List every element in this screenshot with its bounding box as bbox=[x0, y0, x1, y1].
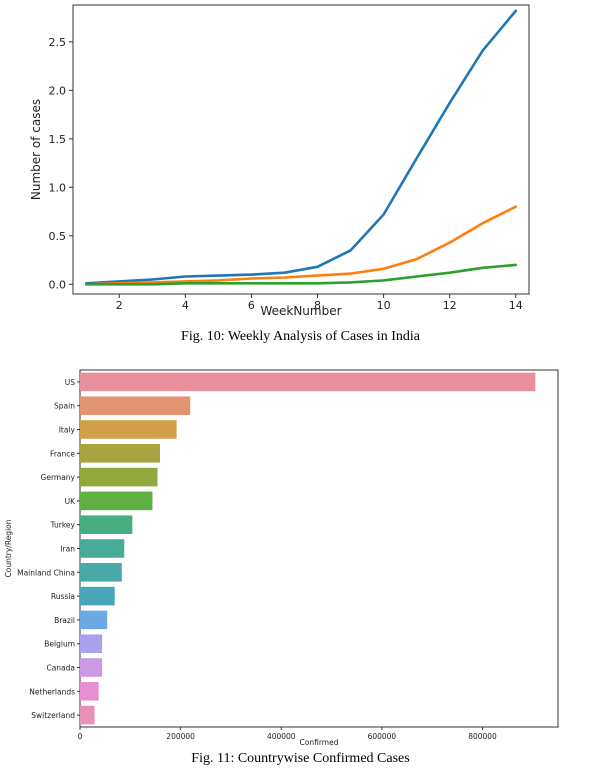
x-tick-label: 12 bbox=[443, 299, 457, 312]
category-label: Brazil bbox=[54, 616, 75, 625]
bar-us bbox=[80, 372, 536, 392]
category-label: Spain bbox=[54, 402, 75, 411]
y-tick-label: 2.0 bbox=[49, 84, 67, 97]
plot-frame bbox=[72, 4, 530, 295]
bar-iran bbox=[80, 539, 125, 558]
x-tick-label: 800000 bbox=[468, 732, 497, 741]
category-label: Turkey bbox=[50, 521, 76, 530]
bar-mainland-china bbox=[80, 563, 122, 582]
y-tick-label: 1.0 bbox=[49, 181, 67, 194]
bar-netherlands bbox=[80, 682, 99, 701]
category-label: Iran bbox=[60, 545, 75, 554]
category-label: Russia bbox=[51, 592, 75, 601]
category-label: Belgium bbox=[44, 640, 75, 649]
category-label: US bbox=[65, 378, 75, 387]
x-tick-label: 2 bbox=[116, 299, 123, 312]
category-label: Italy bbox=[59, 426, 76, 435]
bar-brazil bbox=[80, 610, 108, 630]
y-tick-label: 2.5 bbox=[49, 36, 67, 49]
bar-russia bbox=[80, 586, 115, 606]
series-line-2 bbox=[84, 205, 518, 286]
x-tick-label: 0 bbox=[78, 732, 83, 741]
category-label: France bbox=[50, 449, 75, 458]
bar-spain bbox=[80, 396, 191, 415]
x-tick-label: 4 bbox=[182, 299, 189, 312]
x-axis-label: WeekNumber bbox=[260, 304, 341, 318]
x-tick-label: 400000 bbox=[267, 732, 296, 741]
series-line-1 bbox=[84, 9, 518, 285]
x-tick-label: 8 bbox=[314, 299, 321, 312]
x-tick-label: 14 bbox=[509, 299, 523, 312]
bar-belgium bbox=[80, 634, 103, 653]
bar-france bbox=[80, 444, 161, 463]
y-tick-label: 0.5 bbox=[49, 230, 67, 243]
figure-11-caption: Fig. 11: Countrywise Confirmed Cases bbox=[191, 751, 410, 766]
weekly-cases-line-chart: 2 4 6 8 10 12 14 0.0 0.5 1.0 1.5 2.0 2.5 WeekNumber Nu… bbox=[29, 4, 530, 318]
x-tick-label: 200000 bbox=[166, 732, 195, 741]
series-line-3 bbox=[84, 263, 518, 286]
y-axis-label: Number of cases bbox=[29, 99, 43, 200]
bar-italy bbox=[80, 420, 177, 439]
bar-switzerland bbox=[80, 705, 95, 725]
x-tick-label: 10 bbox=[377, 299, 391, 312]
x-tick-label: 600000 bbox=[368, 732, 397, 741]
bar-uk bbox=[80, 491, 153, 511]
category-label: Germany bbox=[41, 473, 76, 482]
y-tick-label: 1.5 bbox=[49, 133, 67, 146]
bar-turkey bbox=[80, 515, 133, 534]
category-label: UK bbox=[65, 497, 76, 506]
figure-10-caption: Fig. 10: Weekly Analysis of Cases in Ind… bbox=[181, 329, 420, 344]
category-label: Mainland China bbox=[17, 568, 75, 577]
category-label: Canada bbox=[46, 664, 75, 673]
x-tick-label: 6 bbox=[248, 299, 255, 312]
y-tick-label: 0.0 bbox=[49, 278, 67, 291]
x-axis-label: Confirmed bbox=[300, 738, 339, 747]
y-axis-label: Country/Region bbox=[4, 519, 13, 577]
bar-germany bbox=[80, 467, 158, 487]
category-label: Switzerland bbox=[31, 711, 75, 720]
category-label: Netherlands bbox=[29, 687, 75, 696]
bar-canada bbox=[80, 658, 103, 677]
